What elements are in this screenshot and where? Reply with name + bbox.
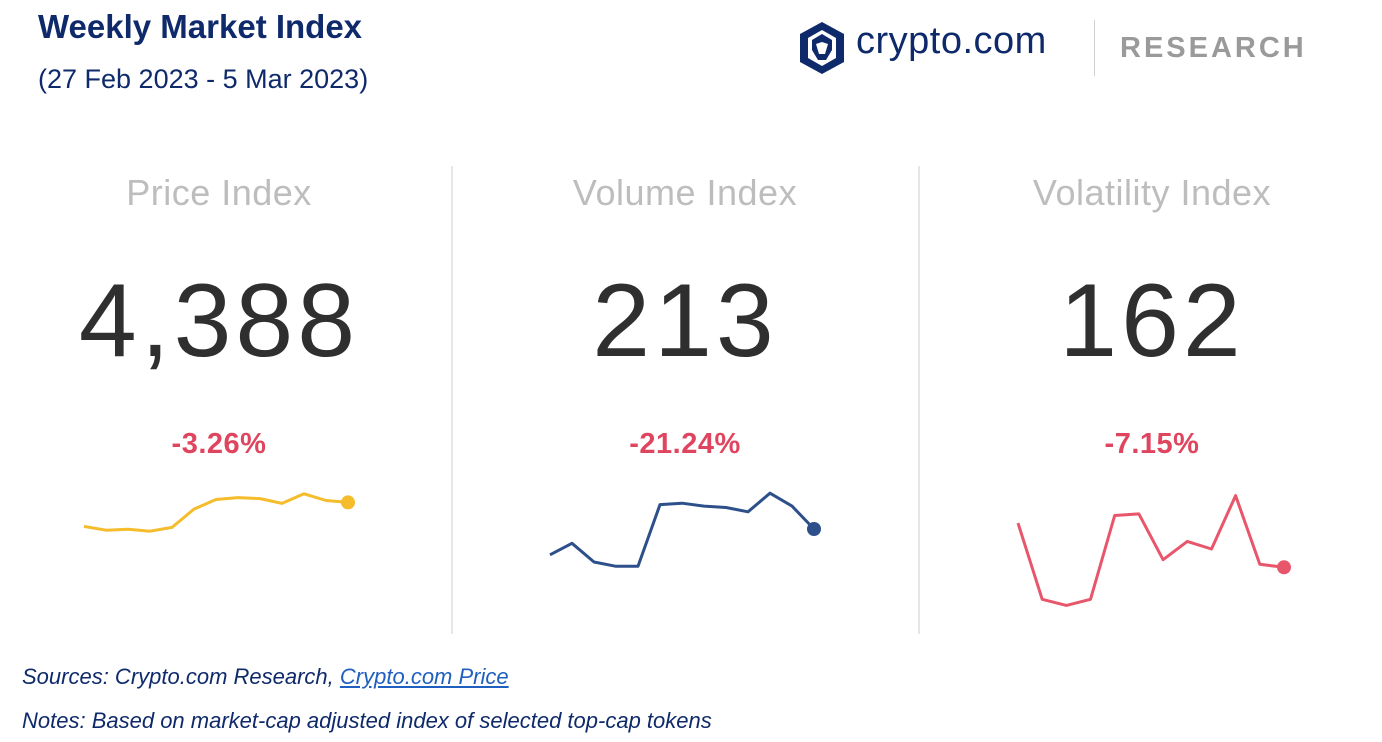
price-index-change: -3.26% (171, 428, 267, 460)
volume-sparkline-path (549, 491, 816, 568)
page-title: Weekly Market Index (38, 8, 363, 45)
volume-index-sparkline (549, 491, 821, 568)
price-sparkline-end-point (341, 495, 355, 510)
volatility-index-sparkline (1016, 494, 1291, 607)
price-index-sparkline (83, 492, 355, 533)
logo-divider (1094, 20, 1095, 76)
crypto-com-research-logo: crypto.com RESEARCH (798, 20, 1308, 80)
crypto-com-price-link[interactable]: Crypto.com Price (339, 664, 509, 689)
volatility-index-value: 162 (1059, 263, 1245, 379)
sources-text: Sources: Crypto.com Research, (22, 664, 340, 689)
volume-index-value: 213 (592, 263, 778, 379)
price-index-value: 4,388 (78, 263, 360, 379)
volume-index-panel: Volume Index 213 -21.24% (452, 160, 918, 635)
volatility-index-change: -7.15% (1104, 428, 1200, 460)
logo-research-label: RESEARCH (1120, 32, 1307, 64)
notes-text: Notes: Based on market-cap adjusted inde… (22, 708, 712, 733)
volume-index-change: -21.24% (629, 428, 741, 460)
volatility-sparkline-path (1016, 494, 1285, 607)
logo-wordmark: crypto.com (856, 20, 1047, 62)
price-index-title: Price Index (126, 172, 312, 213)
date-range-subtitle: (27 Feb 2023 - 5 Mar 2023) (38, 64, 369, 94)
price-index-panel: Price Index 4,388 -3.26% (0, 160, 452, 635)
panel-divider-1 (451, 166, 453, 634)
volatility-index-panel: Volatility Index 162 -7.15% (919, 160, 1382, 635)
panel-divider-2 (918, 166, 920, 634)
volatility-index-title: Volatility Index (1032, 172, 1272, 213)
sources-note: Sources: Crypto.com Research, Crypto.com… (22, 664, 509, 690)
volatility-sparkline-end-point (1277, 560, 1291, 575)
volume-index-title: Volume Index (572, 172, 798, 213)
volume-sparkline-end-point (807, 522, 821, 536)
crypto-com-lion-shield-icon (800, 22, 844, 74)
